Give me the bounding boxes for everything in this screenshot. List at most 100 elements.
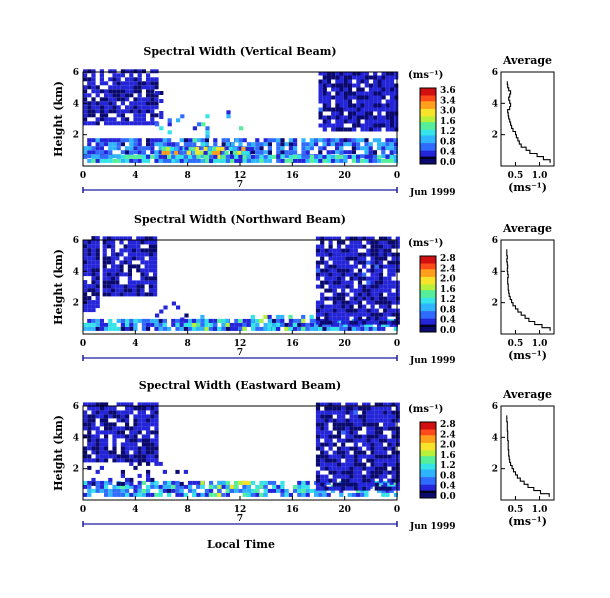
- heatmap-cell: [129, 154, 134, 159]
- heatmap-cell: [383, 434, 388, 439]
- heatmap-cell: [391, 438, 396, 443]
- heatmap-cell: [387, 414, 392, 419]
- heatmap-cell: [341, 410, 346, 415]
- heatmap-cell: [364, 158, 369, 163]
- heatmap-cell: [91, 77, 96, 82]
- heatmap-cell: [336, 240, 342, 245]
- heatmap-cells: [83, 236, 400, 331]
- heatmap-cell: [320, 422, 325, 427]
- heatmap-cell: [158, 154, 163, 159]
- heatmap-cell: [95, 430, 100, 435]
- heatmap-cell: [301, 484, 306, 489]
- heatmap-cell: [133, 101, 138, 106]
- heatmap-cell: [353, 296, 358, 301]
- heatmap-cell: [169, 146, 175, 151]
- colorbar-frame: [419, 87, 437, 165]
- heatmap-cell: [184, 146, 189, 151]
- heatmap-cell: [383, 466, 388, 471]
- heatmap-cell: [111, 292, 116, 297]
- heatmap-cell: [315, 308, 321, 313]
- heatmap-cell: [341, 284, 346, 289]
- heatmap-cell: [343, 99, 348, 104]
- heatmap-cell: [366, 292, 371, 297]
- heatmap-cell: [104, 93, 109, 98]
- heatmap-cell: [208, 484, 213, 489]
- heatmap-cell: [357, 236, 363, 241]
- heatmap-cell: [322, 123, 327, 128]
- heatmap-cell: [364, 79, 369, 84]
- heatmap-cell: [336, 474, 342, 479]
- heatmap-cell: [328, 264, 333, 269]
- heatmap-cell: [137, 492, 142, 497]
- heatmap-cell: [204, 142, 209, 147]
- heatmap-cell: [99, 418, 104, 423]
- heatmap-cell: [263, 158, 268, 163]
- heatmap-cell: [83, 73, 88, 78]
- heatmap-cell: [104, 454, 109, 459]
- heatmap-cell: [95, 264, 100, 269]
- y-tick-label: 6: [73, 402, 79, 412]
- heatmap-cell: [136, 264, 141, 269]
- heatmap-cell: [387, 442, 392, 447]
- heatmap-cell: [370, 276, 375, 281]
- heatmap-cell: [324, 276, 329, 281]
- heatmap-cell: [225, 492, 230, 497]
- heatmap-cell: [179, 484, 184, 489]
- heatmap-cell: [336, 454, 342, 459]
- colorbar-segment: [420, 439, 436, 442]
- colorbar-segment: [420, 467, 436, 470]
- heatmap-cell: [339, 127, 344, 132]
- heatmap-cell: [225, 480, 230, 485]
- heatmap-cell: [335, 111, 340, 116]
- heatmap-cell: [133, 454, 138, 459]
- heatmap-cell: [318, 115, 323, 120]
- heatmap-cell: [87, 154, 92, 159]
- heatmap-cell: [383, 240, 388, 245]
- heatmap-cell: [349, 304, 354, 309]
- average-y-tick-label: 6: [492, 236, 498, 246]
- heatmap-cell: [125, 105, 130, 110]
- heatmap-cell: [213, 492, 218, 497]
- heatmap-cell: [357, 474, 363, 479]
- average-y-tick-label: 4: [492, 267, 498, 277]
- heatmap-cell: [370, 280, 375, 285]
- heatmap-cell: [91, 101, 96, 106]
- colorbar-segment: [420, 314, 436, 318]
- date-label: Jun 1999: [409, 522, 456, 532]
- heatmap-cell: [91, 300, 96, 305]
- heatmap-cell: [345, 256, 350, 261]
- heatmap-cell: [368, 123, 374, 128]
- heatmap-cell: [335, 322, 340, 327]
- heatmap-cell: [95, 406, 100, 411]
- heatmap-cell: [195, 146, 200, 151]
- heatmap-cell: [378, 474, 384, 479]
- heatmap-cell: [341, 272, 346, 277]
- heatmap-cell: [141, 458, 146, 463]
- heatmap-cell: [111, 256, 116, 261]
- heatmap-cell: [284, 142, 289, 147]
- heatmap-cell: [345, 292, 350, 297]
- heatmap-cell: [234, 154, 239, 159]
- heatmap-cell: [391, 446, 396, 451]
- heatmap-cell: [207, 150, 212, 155]
- heatmap-cell: [259, 154, 264, 159]
- heatmap-cell: [364, 119, 369, 124]
- heatmap-cell: [102, 236, 107, 241]
- heatmap-cell: [154, 418, 159, 423]
- heatmap-cell: [104, 402, 109, 407]
- heatmap-cell: [335, 150, 340, 155]
- heatmap-cell: [364, 488, 369, 493]
- heatmap-cell: [179, 138, 184, 143]
- heatmap-cell: [179, 322, 184, 327]
- heatmap-cell: [127, 236, 132, 241]
- heatmap-cell: [328, 402, 333, 407]
- heatmap-cell: [353, 320, 358, 325]
- colorbar-segment: [420, 452, 436, 455]
- heatmap-cell: [171, 301, 176, 306]
- heatmap-cell: [146, 422, 151, 427]
- heatmap-cell: [95, 109, 100, 114]
- heatmap-cell: [239, 126, 244, 131]
- heatmap-cell: [297, 158, 302, 163]
- heatmap-cell: [324, 430, 329, 435]
- heatmap-cell: [336, 280, 342, 285]
